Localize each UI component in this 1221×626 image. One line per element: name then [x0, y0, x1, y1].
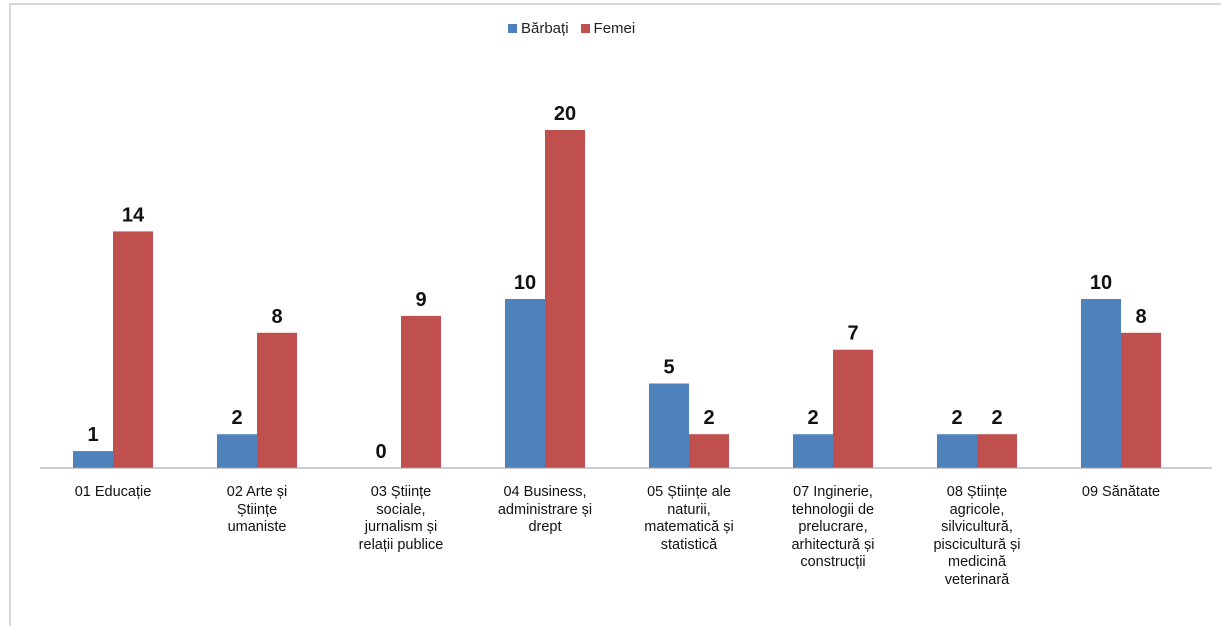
data-label-barbati-6: 2 [807, 407, 818, 429]
bar-femei-8 [1121, 332, 1161, 468]
data-label-barbati-3: 0 [375, 441, 386, 463]
bar-femei-6 [833, 349, 873, 468]
bar-barbati-7 [937, 434, 977, 468]
bar-femei-3 [401, 315, 441, 468]
x-tick-label-6: 07 Inginerie, tehnologii de prelucrare, … [791, 484, 875, 570]
x-tick-label-1: 01 Educație [74, 484, 152, 500]
data-label-femei-7: 2 [991, 407, 1002, 429]
bar-barbati-4 [505, 299, 545, 468]
legend-label-barbati: Bărbați [521, 20, 569, 37]
data-label-femei-8: 8 [1135, 306, 1146, 328]
bar-femei-1 [113, 231, 153, 468]
x-tick-label-3: 03 Științe sociale, jurnalism și relații… [358, 484, 444, 553]
data-label-femei-3: 9 [415, 289, 426, 311]
x-tick-label-2: 02 Arte și Științe umaniste [226, 484, 288, 535]
x-tick-label-5: 05 Științe ale naturii, matematică și st… [644, 484, 734, 553]
legend-item-femei: Femei [580, 20, 636, 37]
bar-barbati-6 [793, 434, 833, 468]
data-label-barbati-2: 2 [231, 407, 242, 429]
data-label-femei-2: 8 [271, 306, 282, 328]
data-label-femei-5: 2 [703, 407, 714, 429]
data-label-femei-6: 7 [847, 323, 858, 345]
bar-femei-5 [689, 434, 729, 468]
chart-border [9, 3, 1221, 626]
legend-swatch-femei [580, 24, 590, 33]
bar-femei-2 [257, 332, 297, 468]
x-tick-label-7: 08 Științe agricole, silvicultură, pisci… [933, 484, 1021, 588]
legend-label-femei: Femei [593, 20, 636, 37]
data-label-femei-4: 20 [554, 103, 576, 125]
data-label-barbati-7: 2 [951, 407, 962, 429]
bar-barbati-5 [649, 383, 689, 468]
data-label-barbati-5: 5 [663, 357, 674, 379]
legend-swatch-barbati [508, 24, 517, 33]
data-label-barbati-8: 10 [1090, 272, 1112, 294]
bar-barbati-1 [73, 451, 113, 468]
bar-barbati-2 [217, 434, 257, 468]
data-label-femei-1: 14 [122, 204, 145, 226]
bar-femei-7 [977, 434, 1017, 468]
x-tick-label-8: 09 Sănătate [1081, 484, 1161, 500]
data-label-barbati-1: 1 [87, 424, 98, 446]
bar-femei-4 [545, 130, 585, 468]
legend-item-barbati: Bărbați [508, 20, 569, 37]
bar-barbati-8 [1081, 299, 1121, 468]
legend: Bărbați Femei [508, 20, 647, 37]
x-tick-label-4: 04 Business, administrare și drept [497, 484, 593, 535]
data-label-barbati-4: 10 [514, 272, 536, 294]
